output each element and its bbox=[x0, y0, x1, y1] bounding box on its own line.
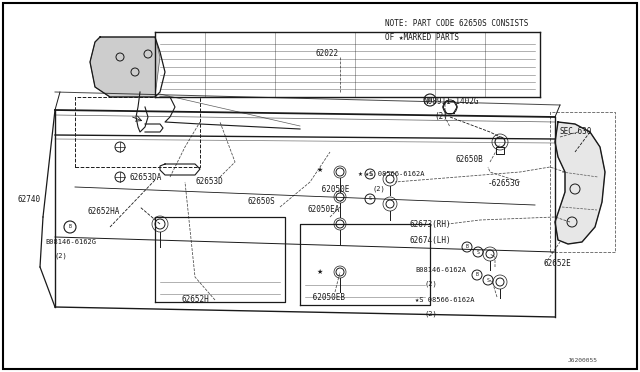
Text: 62673(RH): 62673(RH) bbox=[410, 219, 452, 228]
Text: (2): (2) bbox=[55, 253, 68, 259]
Text: ★: ★ bbox=[317, 269, 323, 275]
Polygon shape bbox=[555, 122, 605, 244]
Text: 62740: 62740 bbox=[18, 196, 41, 205]
Text: B: B bbox=[68, 224, 72, 230]
Text: NOTE: PART CODE 62650S CONSISTS: NOTE: PART CODE 62650S CONSISTS bbox=[385, 19, 529, 29]
Text: B: B bbox=[476, 273, 479, 278]
Text: SEC.630: SEC.630 bbox=[560, 128, 593, 137]
Text: 62050EA: 62050EA bbox=[308, 205, 340, 215]
Text: S: S bbox=[477, 250, 479, 254]
Polygon shape bbox=[90, 37, 160, 97]
Text: B: B bbox=[465, 244, 468, 250]
Text: -62653G: -62653G bbox=[488, 180, 520, 189]
Text: ★: ★ bbox=[317, 167, 323, 173]
Text: (2): (2) bbox=[373, 186, 386, 192]
Text: 62650S: 62650S bbox=[248, 198, 276, 206]
Text: J6200055: J6200055 bbox=[568, 357, 598, 362]
Text: 62022: 62022 bbox=[315, 49, 338, 58]
Text: 62050EB: 62050EB bbox=[308, 292, 345, 301]
Text: 62674(LH): 62674(LH) bbox=[410, 235, 452, 244]
Text: 62652H: 62652H bbox=[182, 295, 210, 305]
Text: OF ★MARKED PARTS: OF ★MARKED PARTS bbox=[385, 33, 459, 42]
Text: ★S 08566-6162A: ★S 08566-6162A bbox=[365, 171, 424, 177]
Text: 62652E: 62652E bbox=[544, 260, 572, 269]
Text: (2): (2) bbox=[425, 311, 438, 317]
Text: N: N bbox=[428, 97, 431, 103]
Text: (2): (2) bbox=[434, 112, 448, 121]
Text: 62652HA: 62652HA bbox=[88, 208, 120, 217]
Text: N08911-1402G: N08911-1402G bbox=[423, 97, 479, 106]
Text: S: S bbox=[369, 196, 371, 202]
Text: S: S bbox=[486, 278, 490, 282]
Text: 62653DA: 62653DA bbox=[130, 173, 163, 182]
Text: 62050E: 62050E bbox=[317, 186, 349, 195]
Text: ★: ★ bbox=[358, 171, 362, 176]
Text: B08146-6162G: B08146-6162G bbox=[45, 239, 96, 245]
Text: 62653D: 62653D bbox=[195, 177, 223, 186]
Text: S: S bbox=[369, 171, 371, 176]
Text: (2): (2) bbox=[425, 281, 438, 287]
Text: 62650B: 62650B bbox=[455, 155, 483, 164]
Text: ★S 08566-6162A: ★S 08566-6162A bbox=[415, 297, 474, 303]
Text: B08146-6162A: B08146-6162A bbox=[415, 267, 466, 273]
